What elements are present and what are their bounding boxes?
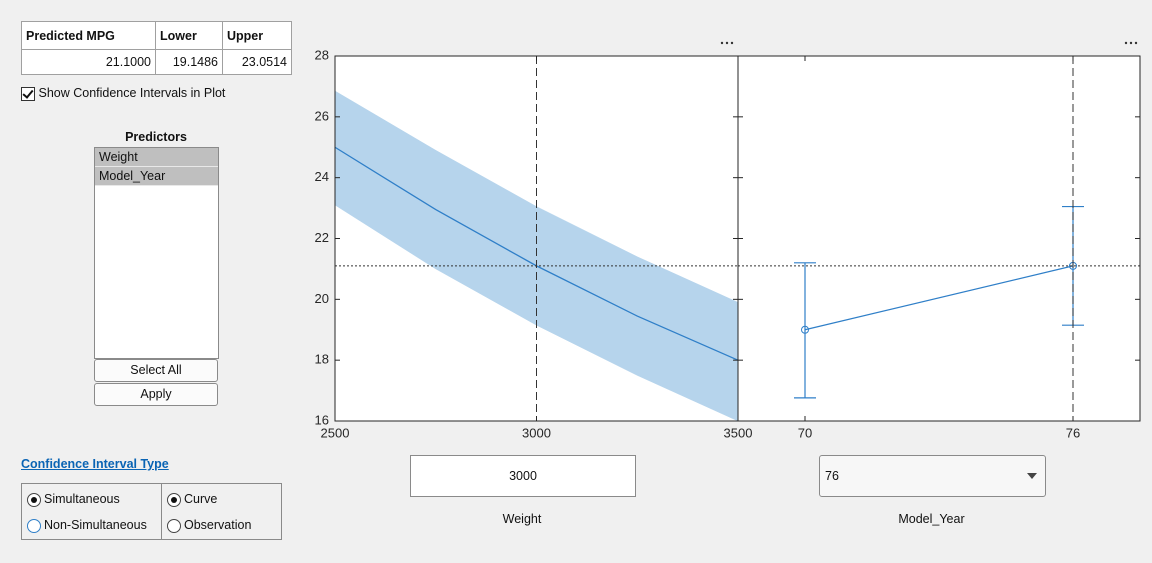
radio-button[interactable] [27,492,41,507]
select-all-button[interactable]: Select All [94,359,218,382]
edit-field[interactable]: 3000 [410,455,636,497]
radio-label: Simultaneous [44,492,120,506]
dropdown[interactable]: 76 [819,455,1046,497]
prediction-group: Curve Observation [161,483,282,540]
y-tick-label: 16 [315,412,329,427]
column-header: Upper [222,21,292,50]
x-tick-label: 2500 [321,425,350,440]
y-tick-label: 28 [315,47,329,62]
radio-button[interactable] [27,518,41,533]
radio-button[interactable] [167,492,181,507]
ci-checkbox[interactable]: Show Confidence Intervals in Plot [21,86,225,101]
cell: 23.0514 [222,49,292,75]
control-label: Model_Year [898,512,965,526]
apply-button[interactable]: Apply [94,383,218,406]
list-item[interactable]: Model_Year [95,167,218,186]
checkbox[interactable] [21,86,35,101]
point [801,325,809,334]
control-value: 3000 [509,469,537,483]
radio-option[interactable]: Simultaneous [27,491,120,507]
radio-option[interactable]: Non-Simultaneous [27,517,147,533]
column-header: Lower [155,21,223,50]
y-tick-label: 18 [315,352,329,367]
list-item[interactable]: Weight [95,148,218,167]
x-tick-label: 70 [798,425,812,440]
axes-background [738,56,1140,421]
control-label: Weight [502,512,542,526]
axes-menu[interactable] [720,41,734,45]
bounds-group: Simultaneous Non-Simultaneous [21,483,162,540]
x-tick-label: 3500 [724,425,753,440]
x-tick-label: 76 [1066,425,1080,440]
control-value: 76 [825,469,839,483]
cell: 19.1486 [155,49,223,75]
radio-label: Observation [184,518,252,532]
cell: 21.1000 [21,49,156,75]
y-tick-label: 22 [315,230,329,245]
radio-button[interactable] [167,518,181,533]
prediction-table: Predicted MPG Lower Upper 21.1000 19.1486 23… [21,21,292,75]
dropdown-arrow [1027,473,1037,484]
column-header: Predicted MPG [21,21,156,50]
radio-option[interactable]: Curve [167,491,217,507]
y-tick-label: 26 [315,108,329,123]
axes-menu[interactable] [1124,41,1138,45]
radio-label: Non-Simultaneous [44,518,147,532]
checkbox-label: Show Confidence Intervals in Plot [38,86,226,100]
radio-label: Curve [184,492,218,506]
ci-type-link[interactable]: Confidence Interval Type [21,457,169,471]
list-title: Predictors [125,130,187,144]
y-tick-label: 24 [315,169,329,184]
radio-option[interactable]: Observation [167,517,251,533]
x-tick-label: 3000 [522,425,551,440]
y-tick-label: 20 [315,291,329,306]
connect-line [804,265,1074,331]
predictor-list[interactable]: Weight Model_Year [94,147,219,359]
